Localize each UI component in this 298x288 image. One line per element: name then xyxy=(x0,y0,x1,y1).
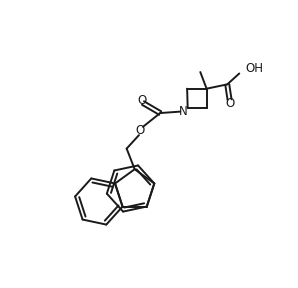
Text: N: N xyxy=(179,105,188,118)
Text: O: O xyxy=(135,124,144,137)
Text: O: O xyxy=(137,94,146,107)
Text: OH: OH xyxy=(246,62,264,75)
Text: O: O xyxy=(225,97,234,110)
